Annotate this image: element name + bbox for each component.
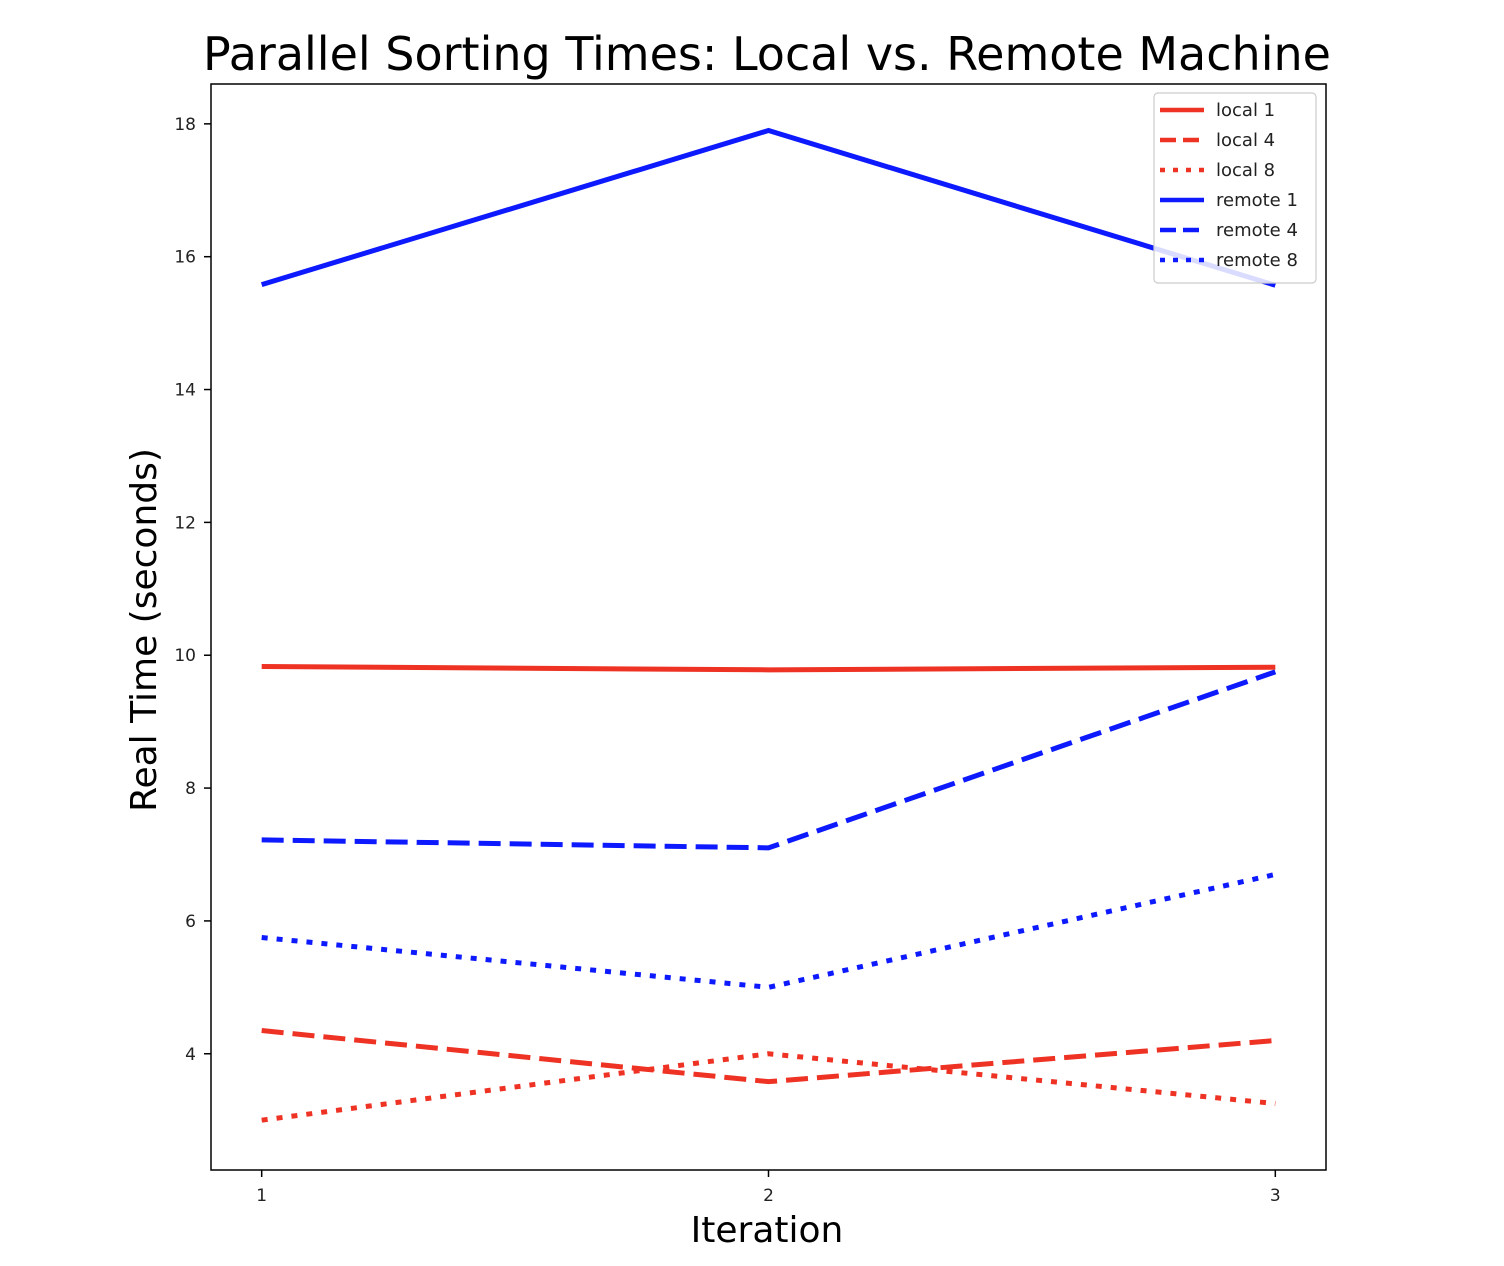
legend-entry-label: local 8 — [1216, 160, 1275, 181]
legend-entry-label: local 4 — [1216, 130, 1275, 151]
y-tick-label: 8 — [185, 779, 196, 799]
y-tick-label: 12 — [174, 513, 196, 533]
legend-entry-label: remote 8 — [1216, 250, 1298, 271]
y-tick-label: 18 — [174, 115, 196, 135]
y-tick-label: 6 — [185, 912, 196, 932]
series-layer — [260, 127, 1277, 1123]
series-line-remote-4 — [261, 669, 1277, 851]
legend: local 1 local 4 local 8 remote 1 remote 4 rem… — [1153, 92, 1317, 284]
x-tick-label: 3 — [1270, 1186, 1281, 1206]
series-line-local-4 — [261, 1028, 1276, 1085]
x-tick-label: 1 — [256, 1186, 267, 1206]
legend-entry-label: local 1 — [1216, 100, 1275, 121]
y-tick-label: 10 — [174, 646, 196, 666]
y-tick-label: 14 — [174, 381, 196, 401]
x-axis-label: Iteration — [691, 1210, 844, 1251]
chart-title: Parallel Sorting Times: Local vs. Remote… — [203, 27, 1331, 81]
series-line-remote-1 — [260, 127, 1277, 288]
y-axis-label: Real Time (seconds) — [124, 448, 165, 812]
legend-entry-label: remote 4 — [1216, 220, 1298, 241]
series-line-local-8 — [261, 1051, 1276, 1123]
series-line-local-1 — [261, 664, 1276, 673]
legend-entry-label: remote 1 — [1216, 190, 1298, 211]
y-tick-label: 16 — [174, 248, 196, 268]
x-tick-label: 2 — [763, 1186, 774, 1206]
series-line-remote-8 — [261, 871, 1276, 990]
y-tick-label: 4 — [185, 1045, 196, 1065]
